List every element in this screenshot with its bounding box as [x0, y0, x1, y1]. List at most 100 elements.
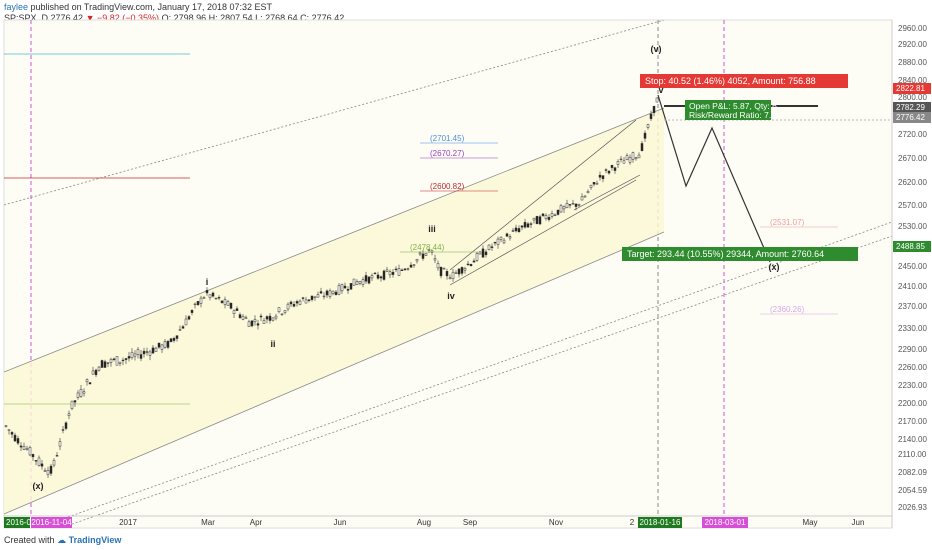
y-tick-label: 2330.00 — [898, 324, 927, 333]
candle-body — [157, 342, 161, 348]
candle-body — [322, 295, 326, 298]
candle-body — [556, 209, 560, 215]
level-label: (2670.27) — [430, 149, 465, 158]
candle-body — [199, 297, 203, 304]
candle-body — [358, 280, 362, 284]
candle-body — [202, 297, 206, 299]
candle-body — [145, 351, 149, 353]
x-date-badge — [638, 517, 682, 528]
candle-body — [346, 289, 350, 291]
candle-body — [262, 320, 266, 324]
wedge-line — [449, 119, 637, 271]
candle-body — [412, 264, 416, 266]
tradingview-brand[interactable]: TradingView — [68, 535, 122, 545]
x-date-badge — [702, 517, 748, 528]
candle-body — [439, 266, 443, 277]
candle-body — [532, 217, 536, 221]
candle-body — [190, 310, 194, 313]
candle-body — [562, 206, 566, 210]
candle-body — [511, 230, 515, 232]
candle-body — [466, 263, 470, 266]
y-tick-label: 2110.00 — [898, 450, 927, 459]
level-label: (2478.44) — [410, 243, 445, 252]
candle-body — [493, 241, 497, 244]
candle-body — [223, 299, 227, 305]
candle-body — [34, 460, 38, 462]
candle-body — [391, 271, 395, 275]
candle-body — [478, 251, 482, 255]
candle-body — [595, 182, 599, 185]
candle-body — [46, 470, 50, 475]
candle-body — [565, 202, 569, 208]
candle-body — [622, 160, 626, 164]
candle-body — [415, 259, 419, 262]
x-date-badge — [31, 517, 72, 528]
x-date-badge-label: 2018-01-16 — [640, 518, 681, 527]
price-badge — [893, 241, 931, 252]
candle-body — [49, 465, 53, 474]
level-label: (2531.07) — [770, 218, 805, 227]
candle-body — [22, 446, 26, 450]
candle-body — [259, 315, 263, 318]
candle-body — [130, 351, 134, 358]
candle-body — [103, 361, 107, 368]
candle-body — [640, 143, 644, 151]
candle-body — [370, 275, 374, 279]
candle-body — [652, 105, 656, 114]
candle-body — [76, 392, 80, 398]
candle-body — [319, 291, 323, 294]
y-tick-label: 2960.00 — [898, 24, 927, 33]
candle-body — [166, 341, 170, 348]
candle-body — [325, 290, 329, 296]
candle-body — [568, 204, 572, 206]
candle-body — [385, 269, 389, 272]
y-tick-label: 2570.00 — [898, 201, 927, 210]
y-tick-label: 2670.00 — [898, 154, 927, 163]
pnl-label: Open P&L: 5.87, Qty: 6 — [689, 101, 777, 111]
candle-body — [355, 281, 359, 285]
candle-body — [226, 301, 230, 306]
candle-body — [616, 161, 620, 165]
x-tick-label: 2017 — [119, 518, 137, 527]
candle-body — [121, 359, 125, 362]
candle-body — [367, 276, 371, 284]
candle-body — [484, 251, 488, 256]
footer: Created with ☁ TradingView — [4, 535, 121, 546]
candle-body — [235, 308, 239, 311]
candle-body — [451, 271, 455, 279]
candle-body — [544, 215, 548, 219]
candle-body — [508, 236, 512, 239]
candle-body — [583, 195, 587, 198]
y-tick-label: 2140.00 — [898, 435, 927, 444]
candle-body — [64, 422, 68, 429]
candle-body — [529, 223, 533, 225]
candle-body — [490, 246, 494, 248]
candle-body — [550, 213, 554, 217]
candle-body — [307, 299, 311, 301]
author-link[interactable]: faylee — [4, 2, 29, 12]
candle-body — [229, 303, 233, 309]
wave-label: (v) — [651, 44, 662, 54]
candle-body — [496, 238, 500, 245]
symbol-label[interactable]: SP:SPX, D — [4, 13, 49, 23]
candle-body — [517, 228, 521, 232]
candle-body — [109, 358, 113, 363]
y-tick-label: 2450.00 — [898, 262, 927, 271]
candle-body — [313, 296, 317, 299]
x-cut-badge — [4, 517, 30, 528]
candle-body — [472, 260, 476, 263]
price-badge-label: 2782.29 — [896, 103, 925, 112]
candle-body — [376, 274, 380, 279]
candle-body — [220, 300, 224, 304]
candle-body — [196, 301, 200, 306]
candle-body — [628, 157, 632, 163]
candle-body — [178, 329, 182, 331]
wave-label: ii — [270, 339, 275, 349]
candle-body — [316, 294, 320, 298]
candle-body — [154, 347, 158, 352]
candle-body — [58, 441, 62, 447]
candle-body — [82, 391, 86, 394]
candle-body — [280, 313, 284, 315]
y-tick-label: 2720.00 — [898, 130, 927, 139]
